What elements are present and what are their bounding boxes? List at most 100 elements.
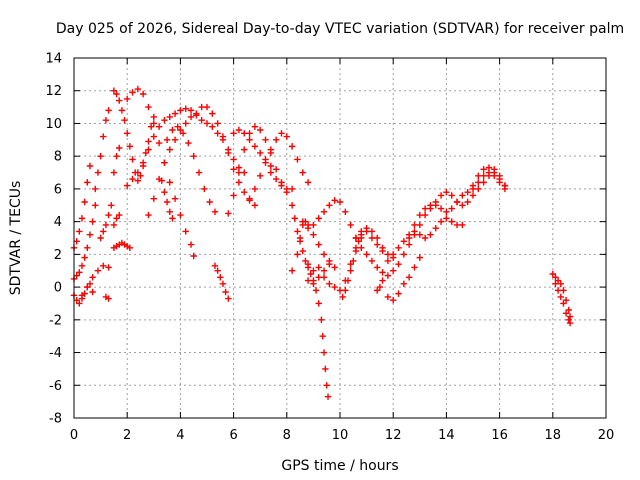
series-track-25 — [304, 260, 333, 288]
data-point — [116, 144, 123, 152]
data-point — [145, 103, 152, 111]
data-point — [163, 136, 171, 144]
data-point — [124, 182, 131, 189]
data-point — [315, 241, 322, 248]
data-point — [358, 228, 365, 235]
series-track-26 — [339, 231, 365, 301]
data-point — [92, 185, 99, 193]
data-point — [230, 166, 237, 173]
data-point — [124, 95, 131, 103]
data-point — [459, 221, 466, 229]
data-point — [116, 211, 123, 219]
data-point — [322, 365, 329, 373]
x-tick-label: 4 — [176, 428, 184, 443]
series-track-17 — [211, 262, 232, 302]
data-point — [177, 107, 184, 114]
data-point — [187, 113, 195, 121]
data-point — [374, 287, 381, 294]
data-point — [374, 264, 381, 271]
data-point — [291, 215, 298, 222]
data-point — [390, 267, 397, 274]
y-tick-label: -2 — [49, 313, 62, 328]
data-point — [299, 169, 306, 176]
data-point — [421, 234, 429, 242]
data-point — [272, 175, 280, 183]
data-point — [459, 202, 466, 209]
data-point — [347, 267, 354, 274]
y-tick-label: 10 — [45, 117, 62, 132]
data-point — [81, 198, 88, 206]
data-point — [230, 156, 237, 163]
data-point — [437, 192, 445, 199]
data-point — [320, 349, 328, 356]
data-point — [185, 139, 192, 147]
series-track-6 — [97, 202, 115, 242]
data-point — [217, 274, 224, 281]
data-point — [390, 251, 397, 258]
data-point — [395, 290, 402, 297]
data-point — [443, 188, 450, 196]
y-tick-label: -4 — [49, 346, 62, 361]
data-point — [241, 130, 248, 137]
series-track-28 — [374, 277, 386, 294]
data-point — [110, 87, 118, 94]
data-point — [384, 257, 392, 265]
series-track-35 — [552, 280, 574, 327]
x-axis-label: GPS time / hours — [281, 458, 398, 474]
data-point — [342, 208, 349, 216]
data-point — [416, 254, 423, 261]
data-point — [405, 274, 413, 281]
data-point — [427, 231, 434, 238]
data-point — [225, 149, 232, 157]
data-point — [475, 185, 482, 193]
data-point — [177, 126, 184, 134]
data-point — [121, 116, 128, 124]
data-point — [94, 169, 102, 176]
series-track-24 — [304, 228, 392, 294]
data-point — [262, 136, 269, 144]
data-point — [81, 254, 88, 261]
data-point — [304, 277, 312, 284]
data-point — [347, 221, 354, 229]
data-point — [150, 195, 157, 202]
data-point — [158, 177, 165, 184]
y-tick-label: 8 — [54, 150, 62, 165]
series-track-5 — [92, 107, 112, 193]
data-point — [195, 169, 203, 176]
data-point — [137, 172, 144, 180]
data-point — [554, 277, 562, 284]
data-point — [100, 133, 107, 140]
data-point — [174, 123, 181, 130]
data-point — [448, 192, 455, 199]
data-point — [395, 244, 402, 252]
data-point — [464, 188, 471, 196]
data-point — [257, 149, 264, 157]
data-point — [169, 126, 176, 134]
data-point — [443, 215, 450, 222]
grid-layer — [74, 58, 606, 418]
data-point — [331, 283, 338, 291]
data-point — [182, 228, 189, 235]
data-point — [129, 175, 136, 183]
data-point — [73, 272, 80, 279]
data-point — [241, 146, 248, 153]
series-track-4 — [78, 262, 112, 299]
data-point — [105, 264, 112, 271]
data-point — [230, 192, 237, 199]
series-track-7 — [102, 293, 112, 302]
data-point — [448, 218, 455, 225]
data-point — [323, 382, 330, 389]
y-tick-label: 14 — [45, 52, 62, 67]
data-point — [326, 260, 333, 268]
data-point — [126, 143, 134, 150]
data-point — [134, 85, 142, 93]
data-point — [443, 208, 450, 216]
data-point — [211, 208, 219, 216]
data-point — [469, 192, 477, 199]
data-point — [307, 270, 314, 278]
x-tick-label: 8 — [283, 428, 291, 443]
data-point — [89, 288, 96, 296]
data-point — [134, 177, 142, 184]
data-point — [331, 264, 338, 271]
